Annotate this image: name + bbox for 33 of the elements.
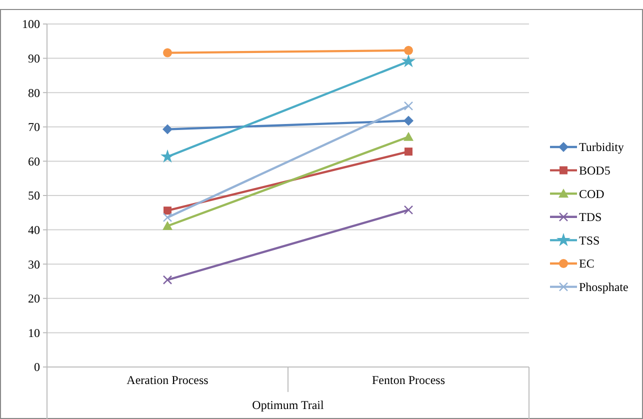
x-tick-label: Aeration Process bbox=[126, 373, 209, 387]
point bbox=[404, 101, 414, 111]
x-tick-label: Fenton Process bbox=[372, 373, 446, 387]
legend-label: TDS bbox=[579, 210, 602, 224]
x-axis-title: Optimum Trail bbox=[252, 398, 325, 412]
y-tick-label: 60 bbox=[28, 154, 40, 168]
y-tick-label: 20 bbox=[28, 292, 40, 306]
legend-label: BOD5 bbox=[579, 164, 610, 178]
point bbox=[404, 205, 414, 215]
y-tick-label: 10 bbox=[28, 326, 40, 340]
point bbox=[163, 48, 172, 58]
y-tick-label: 50 bbox=[28, 188, 40, 203]
y-tick-label: 40 bbox=[28, 223, 40, 237]
point bbox=[404, 116, 414, 126]
legend-label: TSS bbox=[579, 233, 600, 248]
y-tick-label: 30 bbox=[28, 257, 40, 272]
legend-label: EC bbox=[579, 256, 594, 271]
y-tick-label: 80 bbox=[28, 86, 40, 100]
legend-label: COD bbox=[579, 186, 605, 201]
point bbox=[162, 212, 172, 222]
point bbox=[404, 46, 413, 55]
y-tick-label: 100 bbox=[22, 17, 40, 32]
point bbox=[402, 54, 416, 68]
y-tick-label: 0 bbox=[34, 360, 40, 374]
point bbox=[160, 149, 174, 163]
point bbox=[164, 206, 172, 215]
point bbox=[162, 124, 172, 134]
point bbox=[404, 148, 412, 156]
legend-label: Turbidity bbox=[579, 140, 624, 154]
y-tick-label: 90 bbox=[28, 52, 40, 66]
y-tick-label: 70 bbox=[28, 120, 40, 134]
legend-label: Phosphate bbox=[579, 280, 628, 294]
point bbox=[162, 275, 172, 285]
